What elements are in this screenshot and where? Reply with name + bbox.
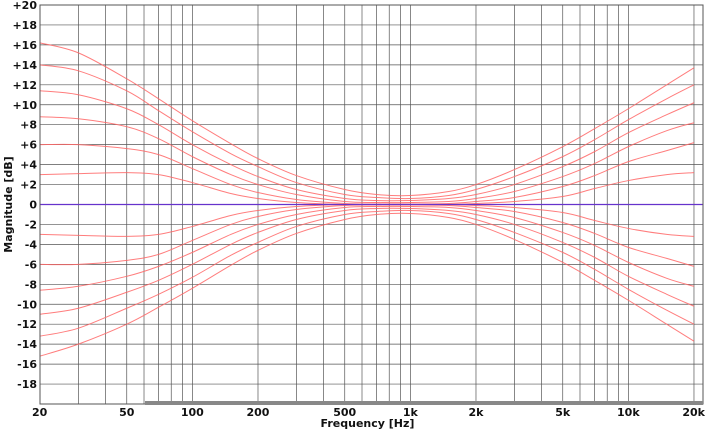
x-tick-label: 200 bbox=[247, 406, 270, 419]
y-tick-label: +14 bbox=[12, 59, 37, 72]
y-tick-label: +18 bbox=[12, 19, 37, 32]
y-tick-label: +4 bbox=[20, 159, 37, 172]
y-axis-title: Magnitude [dB] bbox=[2, 156, 15, 252]
response-curve bbox=[39, 64, 695, 200]
y-tick-label: -4 bbox=[25, 238, 38, 251]
response-curve bbox=[39, 116, 695, 204]
response-curve bbox=[39, 212, 695, 357]
response-curve bbox=[39, 209, 695, 337]
x-tick-label: 10k bbox=[617, 406, 640, 419]
y-tick-label: +16 bbox=[12, 39, 37, 52]
x-axis-title: Frequency [Hz] bbox=[321, 417, 415, 430]
x-tick-label: 100 bbox=[181, 406, 204, 419]
y-tick-label: -14 bbox=[17, 338, 37, 351]
y-tick-label: -16 bbox=[17, 358, 37, 371]
y-tick-label: +20 bbox=[12, 0, 37, 12]
x-tick-label: 500 bbox=[333, 406, 356, 419]
x-tick-label: 5k bbox=[555, 406, 571, 419]
response-curve bbox=[39, 42, 695, 197]
y-tick-label: +10 bbox=[12, 99, 37, 112]
x-tick-label: 1k bbox=[403, 406, 419, 419]
x-tick-label: 20 bbox=[32, 406, 48, 419]
y-tick-label: +8 bbox=[20, 119, 37, 132]
y-tick-label: +2 bbox=[20, 179, 37, 192]
y-tick-label: -18 bbox=[17, 378, 37, 391]
y-tick-label: +6 bbox=[20, 139, 37, 152]
y-tick-label: 0 bbox=[29, 199, 37, 212]
y-tick-label: -8 bbox=[25, 278, 37, 291]
y-tick-label: +12 bbox=[12, 79, 37, 92]
x-axis-ticks: 20 50 100 200 500 1k 2k 5k 10k 20k bbox=[32, 406, 706, 419]
response-curve bbox=[39, 207, 695, 315]
y-tick-label: -10 bbox=[17, 298, 37, 311]
horizontal-scrollbar[interactable] bbox=[145, 401, 703, 405]
x-tick-label: 20k bbox=[682, 406, 705, 419]
y-tick-label: -6 bbox=[25, 258, 38, 271]
response-curve bbox=[39, 90, 695, 202]
x-tick-label: 50 bbox=[119, 406, 135, 419]
x-tick-label: 2k bbox=[468, 406, 484, 419]
y-tick-label: -12 bbox=[17, 318, 37, 331]
y-tick-label: -2 bbox=[25, 218, 37, 231]
y-axis-ticks: +20+18+16+14+12+10+8+6+4+20-2-4-6-8-10-1… bbox=[12, 0, 37, 391]
response-curve bbox=[39, 205, 695, 291]
